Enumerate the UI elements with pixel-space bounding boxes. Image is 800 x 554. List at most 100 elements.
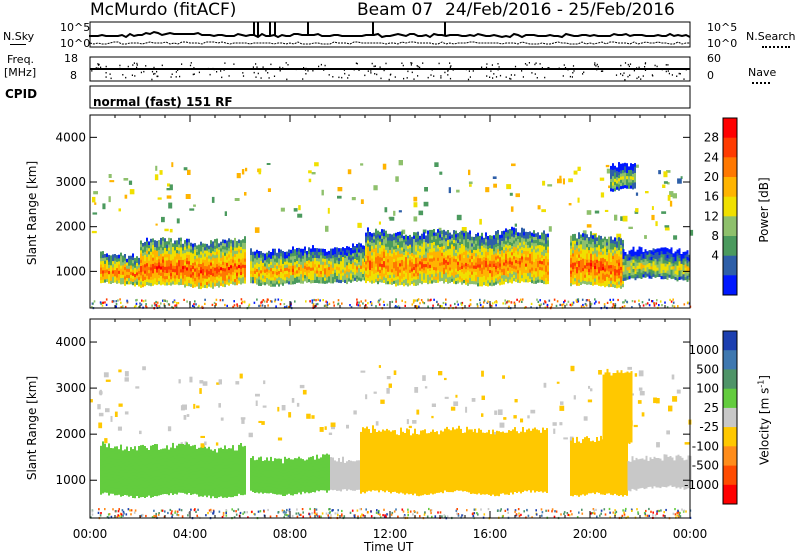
power-echo-cell [356,275,358,279]
power-echo-cell [686,275,689,279]
nave-dot [521,70,523,72]
power-echo-cell [656,251,659,256]
power-echo-cell [403,279,405,284]
power-echo-cell [184,243,186,247]
power-echo-cell [507,235,509,240]
power-echo-cell [511,242,513,246]
power-echo-cell [477,270,479,274]
power-sparse-cell [236,173,241,179]
power-noise-cell [645,303,647,306]
power-echo-cell [596,271,598,276]
power-echo-cell [162,240,164,244]
power-echo-cell [429,258,431,262]
power-echo-cell [184,258,186,263]
power-echo-cell [234,250,236,254]
power-echo-cell [198,260,200,264]
power-echo-cell [407,248,409,253]
power-echo-cell [397,266,399,270]
nave-dot [98,63,100,66]
power-echo-cell [160,272,162,276]
power-echo-cell [296,279,298,283]
power-echo-cell [112,266,114,271]
power-echo-cell [238,248,240,253]
power-echo-cell [395,279,397,284]
power-echo-cell [236,250,238,254]
power-echo-cell [570,242,572,246]
power-echo-cell [642,258,645,262]
power-echo-cell [342,275,344,279]
power-echo-cell [654,264,657,269]
power-echo-cell [162,274,164,279]
power-echo-cell [296,260,298,265]
power-echo-cell [401,243,403,248]
power-noise-cell [99,301,102,304]
power-echo-cell [118,260,120,265]
power-echo-cell [493,244,495,249]
power-echo-cell [503,274,505,279]
power-echo-cell [176,252,178,257]
power-sparse-cell [557,178,562,184]
power-echo-cell [180,256,182,260]
power-echo-cell [314,257,316,262]
power-echo-cell [150,273,152,277]
power-sparse-cell [493,183,497,188]
power-echo-cell [497,239,499,243]
power-echo-cell [266,255,268,260]
power-echo-cell [208,270,210,275]
power-echo-cell [427,258,429,263]
power-echo-cell [541,279,543,283]
power-echo-cell [457,273,459,278]
power-echo-cell [262,265,264,269]
power-noise-cell [487,300,489,303]
power-echo-cell [116,273,118,278]
power-echo-cell [618,171,620,175]
power-echo-cell [600,248,602,252]
power-sparse-cell [308,178,312,183]
power-echo-cell [541,270,543,274]
power-echo-cell [483,250,485,254]
power-sparse-cell [378,221,381,225]
power-echo-cell [469,268,471,272]
power-echo-cell [451,262,453,267]
power-echo-cell [461,268,463,273]
power-echo-cell [501,253,503,257]
power-noise-cell [219,299,222,302]
power-echo-cell [477,264,479,268]
power-echo-cell [453,273,455,278]
power-echo-cell [505,234,507,239]
power-echo-cell [521,255,523,260]
power-echo-cell [654,258,657,263]
power-echo-cell [469,277,471,282]
power-echo-cell [449,279,451,284]
power-echo-cell [130,261,132,266]
power-echo-cell [174,253,176,257]
power-echo-cell [630,256,633,260]
power-echo-cell [505,269,507,273]
power-echo-cell [419,245,421,249]
power-echo-cell [598,238,600,243]
power-echo-cell [604,274,606,278]
power-echo-cell [318,254,320,259]
power-echo-cell [158,271,160,275]
nave-dot [285,62,287,64]
power-echo-cell [461,231,463,235]
power-echo-cell [106,259,108,264]
velocity-noise-cell [614,509,616,512]
power-echo-cell [638,252,641,257]
power-echo-cell [204,243,206,248]
power-echo-cell [539,254,541,258]
power-echo-cell [437,272,439,277]
power-echo-cell [244,258,246,262]
power-echo-cell [208,264,210,268]
power-echo-cell [584,239,586,244]
power-echo-cell [352,265,354,269]
power-echo-cell [620,238,622,242]
power-echo-cell [449,254,451,259]
power-echo-cell [124,269,126,274]
power-echo-cell [393,252,395,256]
power-echo-cell [427,261,429,266]
power-echo-cell [539,279,541,283]
nave-dot [320,63,322,66]
power-echo-cell [360,252,362,257]
power-echo-cell [391,278,393,282]
